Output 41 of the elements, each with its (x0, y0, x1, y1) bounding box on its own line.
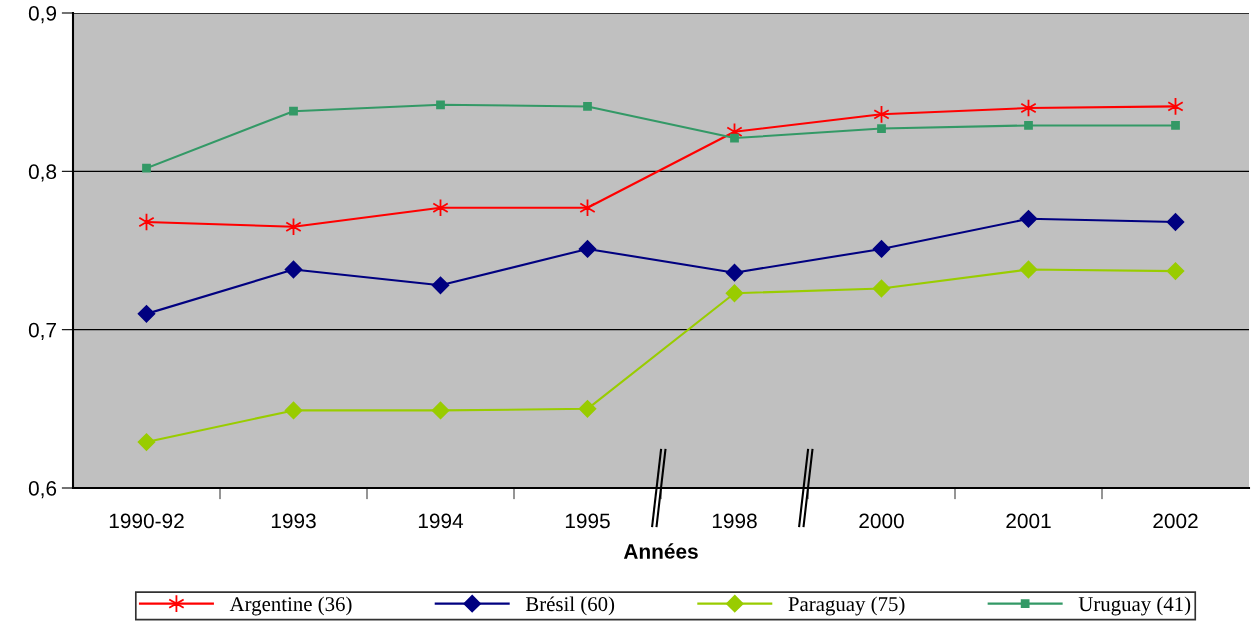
point (725, 263, 744, 282)
point (877, 124, 886, 133)
point (578, 240, 597, 258)
point (1166, 262, 1185, 280)
point (137, 305, 156, 323)
point (284, 260, 303, 279)
x-axis-title: Années (623, 543, 698, 559)
point (284, 401, 303, 420)
point (1019, 260, 1038, 279)
point (1019, 210, 1038, 228)
x-tick-label: 1995 (565, 513, 610, 529)
point (431, 401, 450, 420)
point (730, 133, 739, 143)
point (872, 240, 891, 258)
y-tick-label: 0,6 (28, 481, 57, 499)
point (289, 106, 298, 116)
x-tick-label: 2001 (1006, 513, 1051, 529)
point (725, 284, 744, 303)
point (578, 400, 597, 418)
point (1166, 213, 1185, 231)
y-tick-label: 0,9 (28, 6, 57, 24)
legend-label: Uruguay (41) (1078, 596, 1191, 616)
legend-label: Paraguay (75) (788, 596, 905, 616)
y-tick-label: 0,8 (28, 164, 57, 182)
point (142, 163, 151, 173)
point (1024, 121, 1033, 130)
x-tick-label: 1990-92 (109, 513, 184, 529)
x-tick-label: 1993 (271, 513, 316, 529)
point (137, 433, 156, 451)
point (1171, 121, 1180, 130)
legend-label: Brésil (60) (525, 596, 615, 616)
legend-label: Argentine (36) (229, 596, 352, 616)
point (436, 100, 445, 110)
point (872, 279, 891, 298)
point (431, 276, 450, 295)
y-tick-label: 0,7 (28, 322, 56, 340)
x-tick-label: 1998 (712, 513, 757, 529)
x-tick-label: 1994 (418, 513, 464, 529)
x-tick-label: 2002 (1153, 513, 1198, 529)
x-tick-label: 2000 (859, 513, 904, 529)
point (583, 102, 592, 111)
